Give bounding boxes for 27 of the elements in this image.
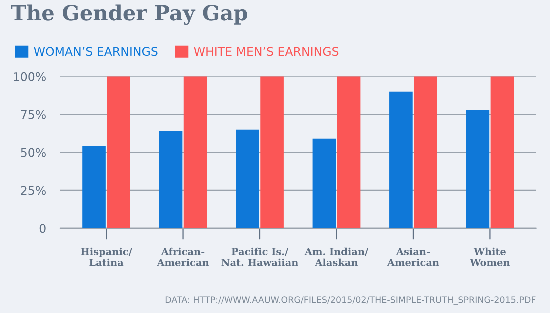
x-tick-label: White Women xyxy=(470,248,510,266)
legend-label: WHITE MEN’S EARNINGS xyxy=(194,47,339,56)
x-tick-label: Pacific Is./ Nat. Hawaiian xyxy=(222,248,298,266)
chart-title: The Gender Pay Gap xyxy=(11,4,248,26)
bar xyxy=(159,131,183,228)
y-tick-label: 50% xyxy=(21,148,46,158)
y-tick-label: 0 xyxy=(40,224,46,234)
x-tick-label: Hispanic/ Latina xyxy=(81,248,132,266)
bar xyxy=(260,76,284,228)
y-tick-label: 25% xyxy=(21,186,46,196)
bar xyxy=(414,76,438,228)
bar xyxy=(312,138,336,228)
bar xyxy=(490,76,514,228)
text: DATA: HTTP://WWW.AAUW.ORG/FILES/2015/02/THE-SIMPLE-TRUTH_SPRING-2015.PDF xyxy=(166,296,536,306)
y-tick-label: 100% xyxy=(14,72,46,82)
x-tick-label: Am. Indian/ Alaskan xyxy=(304,248,369,266)
x-tick-label: African- American xyxy=(157,248,210,266)
bar xyxy=(337,76,361,228)
bar xyxy=(466,110,490,228)
bar xyxy=(184,76,208,228)
bar xyxy=(82,146,106,228)
bar xyxy=(107,76,130,228)
bar xyxy=(236,130,260,228)
bar xyxy=(390,92,413,228)
y-tick-label: 75% xyxy=(21,110,46,120)
legend-label: WOMAN’S EARNINGS xyxy=(34,47,158,56)
x-tick-label: Asian- American xyxy=(387,248,440,266)
